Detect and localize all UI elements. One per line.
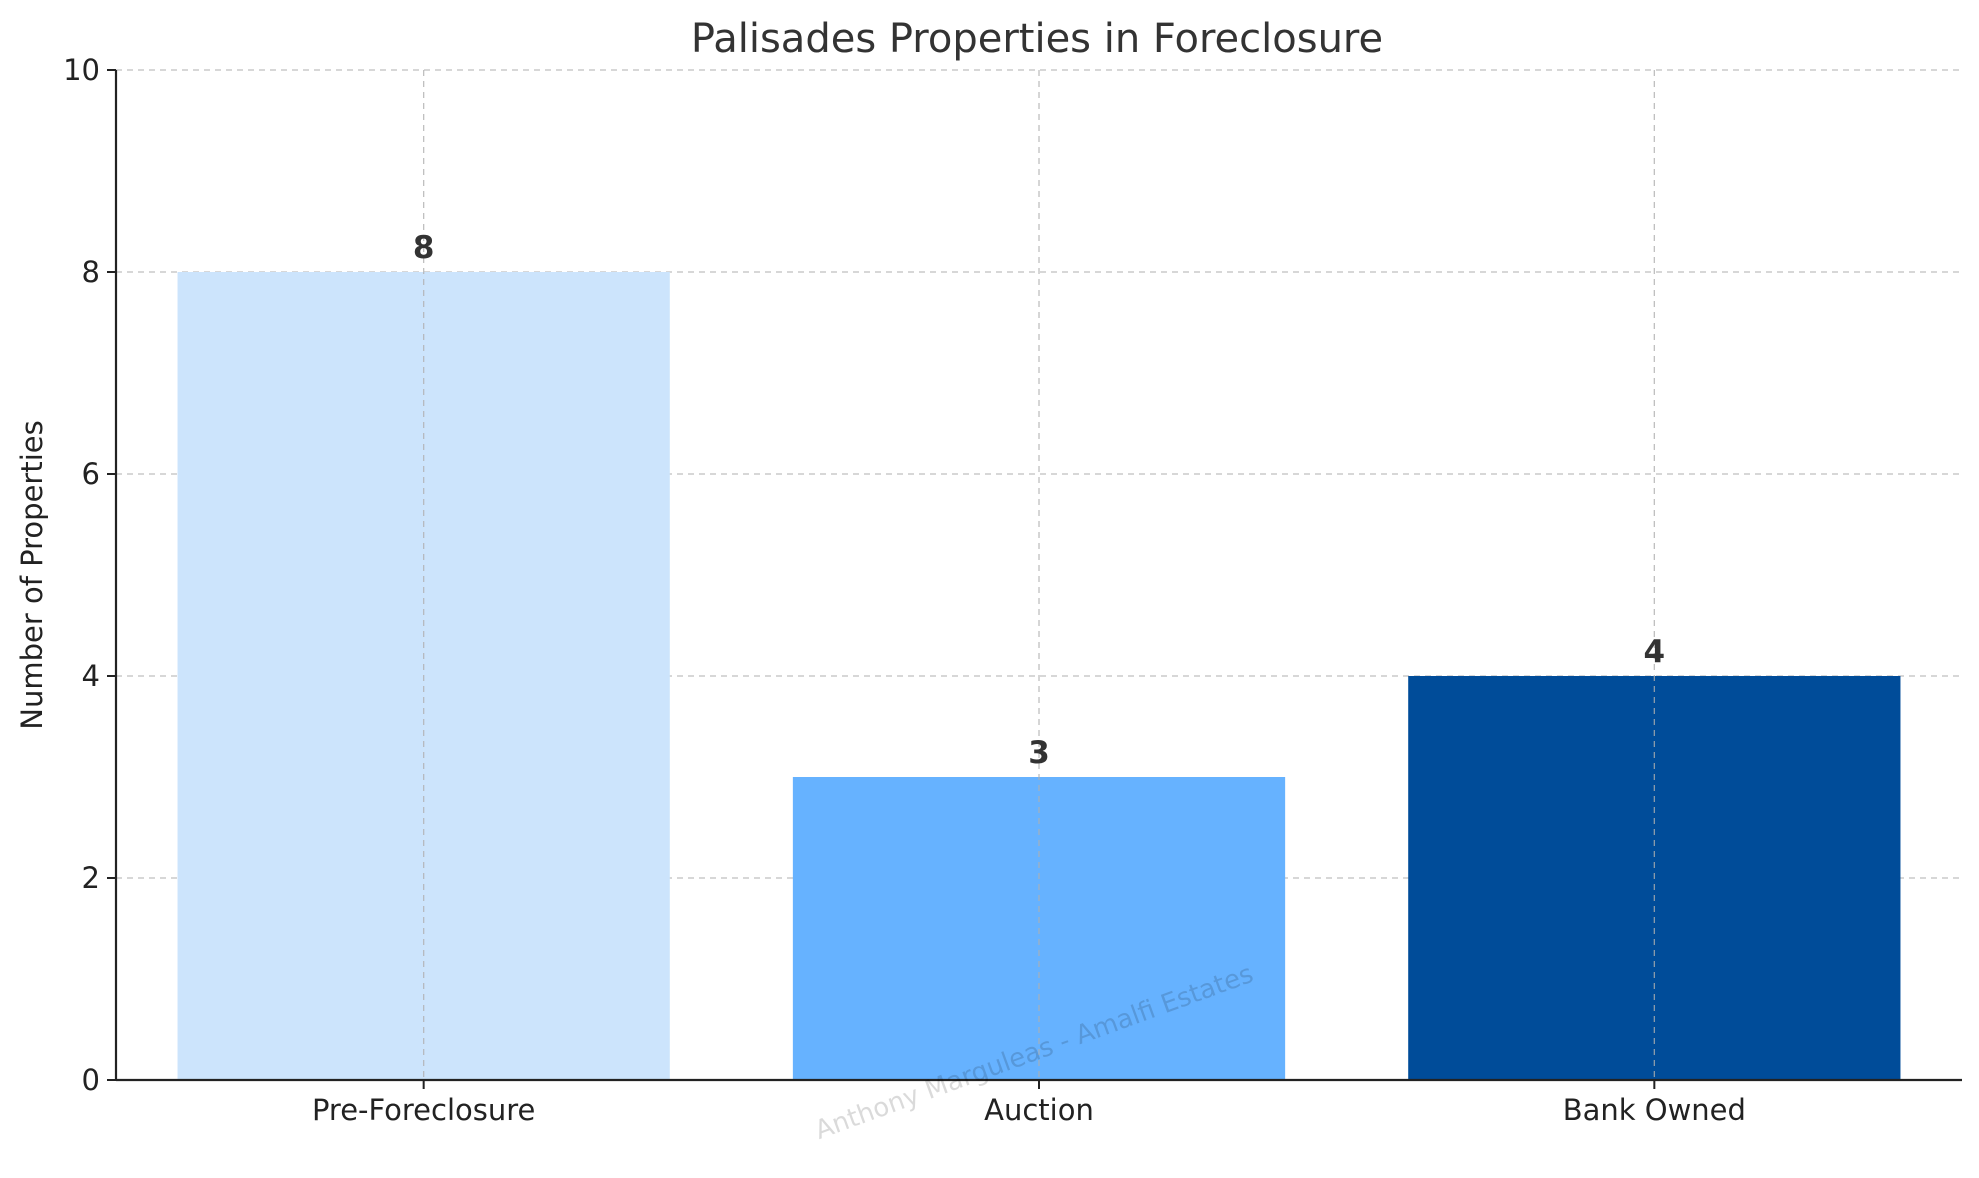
y-tick-label: 8: [82, 255, 100, 289]
y-tick-label: 10: [63, 53, 100, 87]
bars: [177, 70, 1901, 1080]
y-tick-label: 2: [82, 861, 100, 895]
y-tick-label: 0: [82, 1063, 100, 1097]
axes: 0 2 4 6 8 10 Pre-Foreclosure Auction Bank Owned: [63, 53, 1962, 1127]
y-axis-label: Number of Properties: [15, 420, 49, 729]
x-tick-label: Pre-Foreclosure: [312, 1093, 535, 1127]
y-tick-label: 4: [82, 659, 100, 693]
x-tick-label: Auction: [984, 1093, 1094, 1127]
data-label: 8: [413, 230, 435, 266]
data-label: 3: [1028, 735, 1050, 771]
data-labels: 8 3 4: [413, 230, 1665, 771]
data-label: 4: [1644, 634, 1666, 670]
x-tick-label: Bank Owned: [1563, 1093, 1746, 1127]
y-tick-label: 6: [82, 457, 100, 491]
chart-title: Palisades Properties in Foreclosure: [691, 16, 1383, 62]
